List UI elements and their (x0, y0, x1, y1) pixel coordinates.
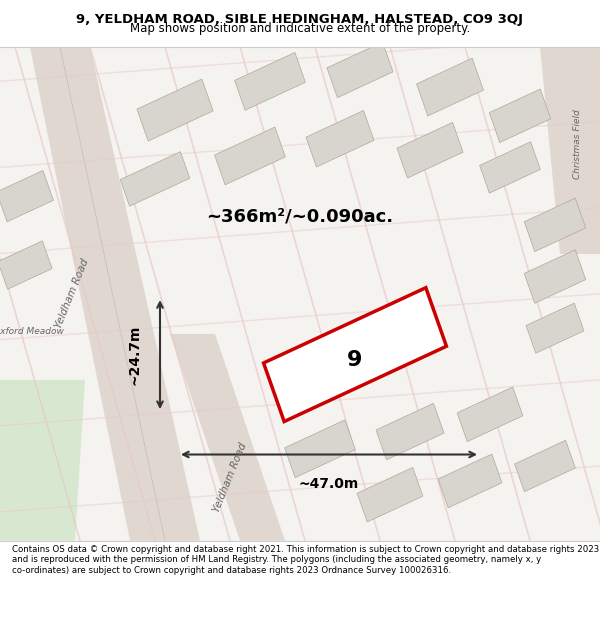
Text: ~47.0m: ~47.0m (299, 478, 359, 491)
Polygon shape (376, 403, 444, 460)
Polygon shape (0, 171, 53, 222)
Text: ~366m²/~0.090ac.: ~366m²/~0.090ac. (206, 208, 394, 226)
Polygon shape (526, 303, 584, 353)
Polygon shape (284, 420, 355, 478)
Polygon shape (0, 241, 52, 289)
Polygon shape (438, 454, 502, 508)
Polygon shape (0, 380, 85, 541)
Polygon shape (479, 142, 541, 193)
Polygon shape (457, 387, 523, 442)
Polygon shape (263, 288, 446, 421)
Polygon shape (120, 152, 190, 206)
Polygon shape (397, 122, 463, 178)
Text: ~24.7m: ~24.7m (128, 324, 142, 385)
Polygon shape (137, 79, 213, 141)
Polygon shape (327, 42, 393, 98)
Text: Map shows position and indicative extent of the property.: Map shows position and indicative extent… (130, 22, 470, 35)
Text: Oxford Meadow: Oxford Meadow (0, 327, 64, 336)
Polygon shape (540, 47, 600, 254)
Polygon shape (170, 334, 285, 541)
Polygon shape (235, 52, 305, 110)
Text: 9: 9 (347, 351, 362, 371)
Polygon shape (416, 58, 484, 116)
Polygon shape (515, 441, 575, 492)
Text: Contains OS data © Crown copyright and database right 2021. This information is : Contains OS data © Crown copyright and d… (12, 545, 599, 574)
Polygon shape (524, 250, 586, 303)
Text: Christmas Field: Christmas Field (574, 109, 583, 179)
Polygon shape (489, 89, 551, 142)
Text: Yeldham Road: Yeldham Road (211, 441, 248, 514)
Text: Yeldham Road: Yeldham Road (53, 258, 91, 330)
Text: 9, YELDHAM ROAD, SIBLE HEDINGHAM, HALSTEAD, CO9 3QJ: 9, YELDHAM ROAD, SIBLE HEDINGHAM, HALSTE… (77, 13, 523, 26)
Polygon shape (357, 468, 423, 522)
Polygon shape (30, 47, 200, 541)
Polygon shape (306, 111, 374, 167)
Polygon shape (524, 198, 586, 252)
Polygon shape (215, 127, 286, 185)
